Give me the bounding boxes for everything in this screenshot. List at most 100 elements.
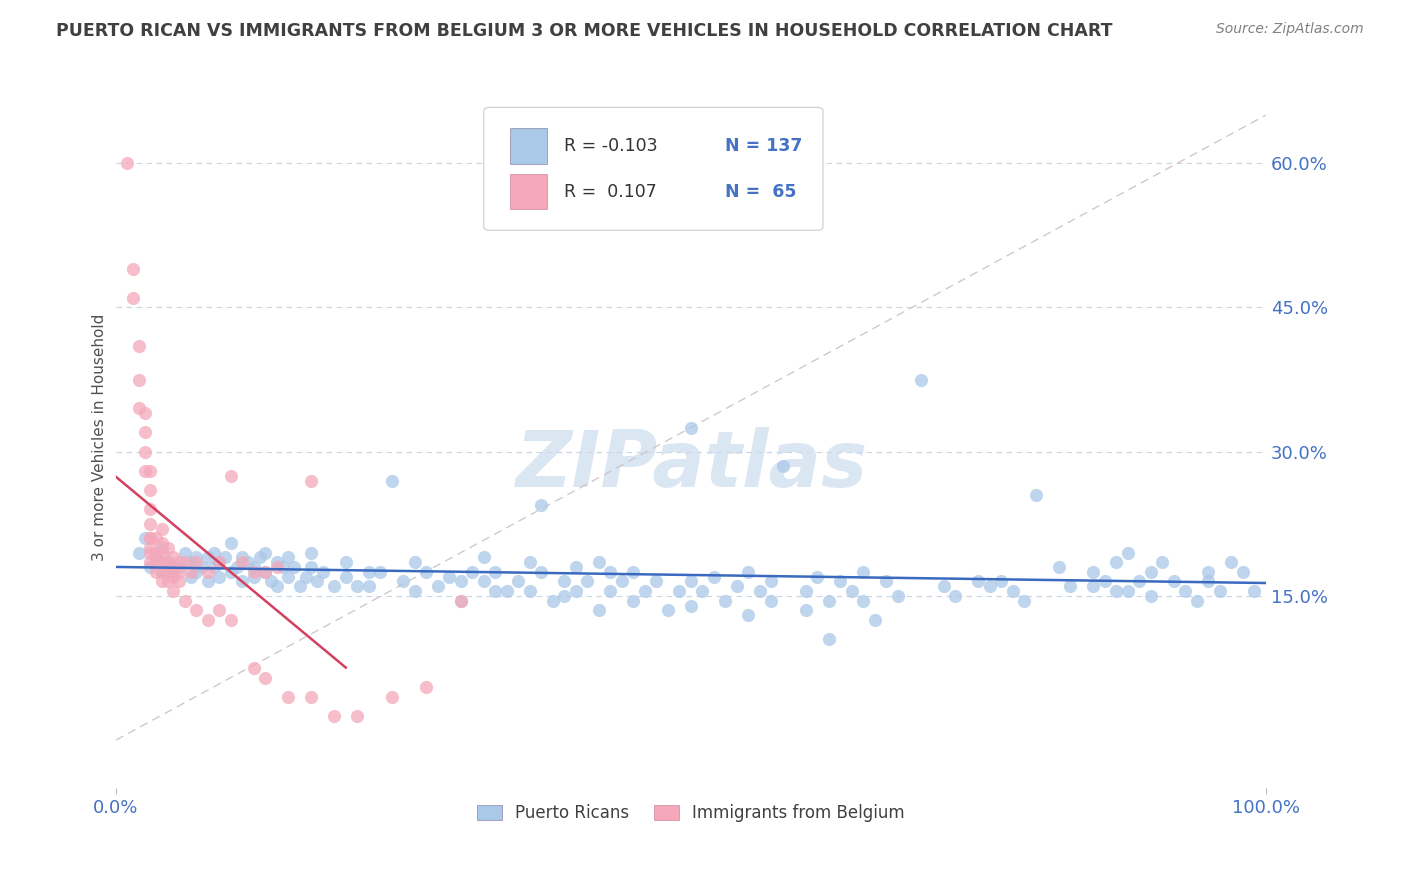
Point bbox=[357, 565, 380, 579]
Point bbox=[134, 444, 156, 458]
Point bbox=[167, 560, 190, 574]
Point bbox=[134, 425, 156, 440]
Point bbox=[128, 373, 150, 387]
Point bbox=[150, 546, 173, 560]
Point bbox=[1243, 584, 1265, 599]
Point bbox=[139, 531, 162, 545]
Point bbox=[357, 579, 380, 593]
Point bbox=[145, 550, 167, 565]
Point bbox=[254, 565, 277, 579]
Point bbox=[150, 522, 173, 536]
Point bbox=[323, 579, 346, 593]
Point bbox=[679, 420, 702, 434]
Point bbox=[156, 574, 179, 589]
Point bbox=[249, 550, 271, 565]
Point bbox=[323, 709, 346, 723]
Point bbox=[197, 613, 219, 627]
Text: R = -0.103: R = -0.103 bbox=[564, 137, 658, 155]
Point bbox=[180, 570, 202, 584]
Point bbox=[139, 555, 162, 569]
Point bbox=[737, 608, 759, 623]
Point bbox=[1105, 555, 1128, 569]
Point bbox=[565, 560, 588, 574]
Point bbox=[772, 459, 794, 474]
Point bbox=[277, 570, 299, 584]
Point bbox=[197, 574, 219, 589]
Point bbox=[1174, 584, 1197, 599]
FancyBboxPatch shape bbox=[484, 107, 823, 230]
Point bbox=[553, 589, 575, 603]
Text: N =  65: N = 65 bbox=[725, 183, 797, 201]
Point bbox=[588, 555, 610, 569]
Point bbox=[186, 555, 208, 569]
FancyBboxPatch shape bbox=[510, 174, 547, 210]
Text: Source: ZipAtlas.com: Source: ZipAtlas.com bbox=[1216, 22, 1364, 37]
Point bbox=[1128, 574, 1150, 589]
Point bbox=[484, 584, 506, 599]
Point bbox=[415, 680, 437, 694]
Point bbox=[817, 632, 839, 647]
Point bbox=[1094, 574, 1116, 589]
Point bbox=[231, 555, 253, 569]
Point bbox=[254, 546, 277, 560]
Point bbox=[139, 464, 162, 478]
Point bbox=[943, 589, 966, 603]
Point bbox=[271, 560, 294, 574]
Point bbox=[495, 584, 517, 599]
Point bbox=[806, 570, 828, 584]
FancyBboxPatch shape bbox=[510, 128, 547, 163]
Point bbox=[208, 555, 231, 569]
Point bbox=[122, 291, 145, 305]
Point bbox=[134, 464, 156, 478]
Point bbox=[737, 565, 759, 579]
Point bbox=[254, 671, 277, 685]
Point bbox=[208, 570, 231, 584]
Point bbox=[346, 709, 368, 723]
Point bbox=[1083, 579, 1105, 593]
Point bbox=[932, 579, 955, 593]
Point bbox=[294, 570, 316, 584]
Point bbox=[254, 565, 277, 579]
Point bbox=[1139, 565, 1161, 579]
Point bbox=[208, 555, 231, 569]
Point bbox=[288, 579, 311, 593]
Point bbox=[645, 574, 668, 589]
Point bbox=[219, 613, 242, 627]
Point bbox=[450, 593, 472, 607]
Point bbox=[979, 579, 1001, 593]
Point bbox=[621, 593, 644, 607]
Point bbox=[1152, 555, 1174, 569]
Point bbox=[139, 531, 162, 545]
Point bbox=[830, 574, 852, 589]
Point bbox=[588, 603, 610, 617]
Point bbox=[162, 565, 184, 579]
Point bbox=[197, 550, 219, 565]
Point bbox=[1059, 579, 1081, 593]
Point bbox=[117, 156, 139, 170]
Point bbox=[1185, 593, 1208, 607]
Point bbox=[260, 574, 283, 589]
Point bbox=[219, 565, 242, 579]
Point bbox=[186, 550, 208, 565]
Point bbox=[1232, 565, 1254, 579]
Point bbox=[150, 574, 173, 589]
Text: N = 137: N = 137 bbox=[725, 137, 803, 155]
Point bbox=[197, 565, 219, 579]
Point bbox=[243, 560, 266, 574]
Point bbox=[599, 565, 621, 579]
Point bbox=[887, 589, 910, 603]
Point bbox=[145, 555, 167, 569]
Point bbox=[219, 468, 242, 483]
Point bbox=[381, 474, 404, 488]
Point bbox=[530, 498, 553, 512]
Point bbox=[794, 603, 817, 617]
Point bbox=[305, 574, 328, 589]
Point bbox=[180, 555, 202, 569]
Point bbox=[335, 555, 357, 569]
Point bbox=[553, 574, 575, 589]
Point bbox=[690, 584, 713, 599]
Point bbox=[139, 541, 162, 555]
Point bbox=[565, 584, 588, 599]
Point bbox=[392, 574, 415, 589]
Point bbox=[657, 603, 679, 617]
